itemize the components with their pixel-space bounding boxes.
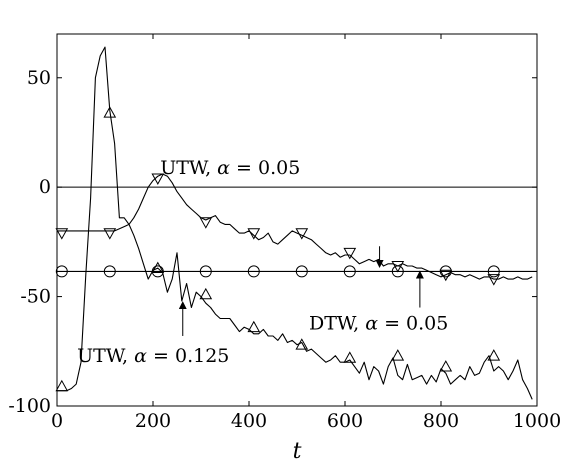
x-axis-label: t	[293, 439, 302, 464]
annotation-utw_0125: UTW, α = 0.125	[77, 345, 229, 367]
annotation-dtw_005-alpha: α	[365, 312, 378, 334]
marker-utw_0125-9	[487, 349, 501, 361]
marker-utw_0125-7	[391, 349, 405, 361]
marker-utw_005-1	[103, 228, 117, 240]
marker-dtw_005-6	[343, 265, 356, 278]
x-tick-label-4: 800	[423, 410, 459, 432]
y-tick-label-0: 50	[27, 67, 51, 89]
marker-dtw_005-3	[199, 265, 212, 278]
marker-utw_0125-8	[439, 360, 453, 372]
marker-utw_005-9	[487, 274, 501, 286]
marker-utw_005-4	[247, 228, 261, 240]
marker-utw_0125-2	[151, 261, 165, 274]
x-tick-label-1: 200	[135, 410, 171, 432]
marker-utw_0125-1	[103, 106, 117, 118]
marker-dtw_005-9	[487, 265, 500, 278]
marker-dtw_005-4	[247, 265, 260, 278]
marker-utw_0125-6	[343, 351, 357, 363]
x-tick-label-2: 400	[231, 410, 267, 432]
y-tick-label-2: -50	[20, 286, 51, 308]
y-tick-label-1: 0	[39, 176, 51, 198]
marker-utw_005-0	[55, 228, 69, 240]
marker-utw_0125-4	[247, 320, 261, 333]
annotation-utw_005-value: = 0.05	[230, 157, 300, 179]
annotation-utw_0125-alpha: α	[134, 345, 147, 367]
annotation-utw_005: UTW, α = 0.05	[160, 157, 300, 179]
marker-dtw_005-5	[295, 265, 308, 278]
marker-dtw_005-1	[103, 265, 116, 278]
annotation-dtw_005-prefix: DTW,	[309, 312, 365, 334]
annotation-utw_0125-prefix: UTW,	[77, 345, 134, 367]
series-line-utw_0125	[57, 46, 533, 400]
marker-utw_0125-3	[199, 287, 213, 300]
marker-utw_005-8	[439, 269, 453, 282]
marker-dtw_005-2	[151, 265, 164, 278]
series-line-utw_005	[57, 173, 533, 280]
annotation-dtw_005-value: = 0.05	[378, 312, 448, 334]
marker-utw_005-6	[343, 247, 357, 260]
marker-utw_005-3	[199, 217, 213, 229]
marker-utw_0125-0	[55, 379, 69, 392]
marker-utw_0125-5	[295, 338, 309, 350]
marker-dtw_005-8	[439, 265, 452, 278]
y-tick-label-3: -100	[8, 395, 51, 417]
marker-utw_005-2	[151, 173, 165, 185]
annotation-utw_005-alpha: α	[217, 157, 230, 179]
annotation-utw_005-prefix: UTW,	[160, 157, 217, 179]
marker-dtw_005-7	[391, 265, 404, 278]
marker-utw_005-5	[295, 228, 309, 240]
plot-frame	[56, 33, 538, 407]
x-tick-label-3: 600	[327, 410, 363, 432]
marker-dtw_005-0	[55, 265, 68, 278]
annotation-dtw_005: DTW, α = 0.05	[309, 312, 448, 334]
x-tick-label-0: 0	[51, 410, 63, 432]
x-tick-label-5: 1000	[513, 410, 561, 432]
annotation-utw_0125-value: = 0.125	[147, 345, 229, 367]
